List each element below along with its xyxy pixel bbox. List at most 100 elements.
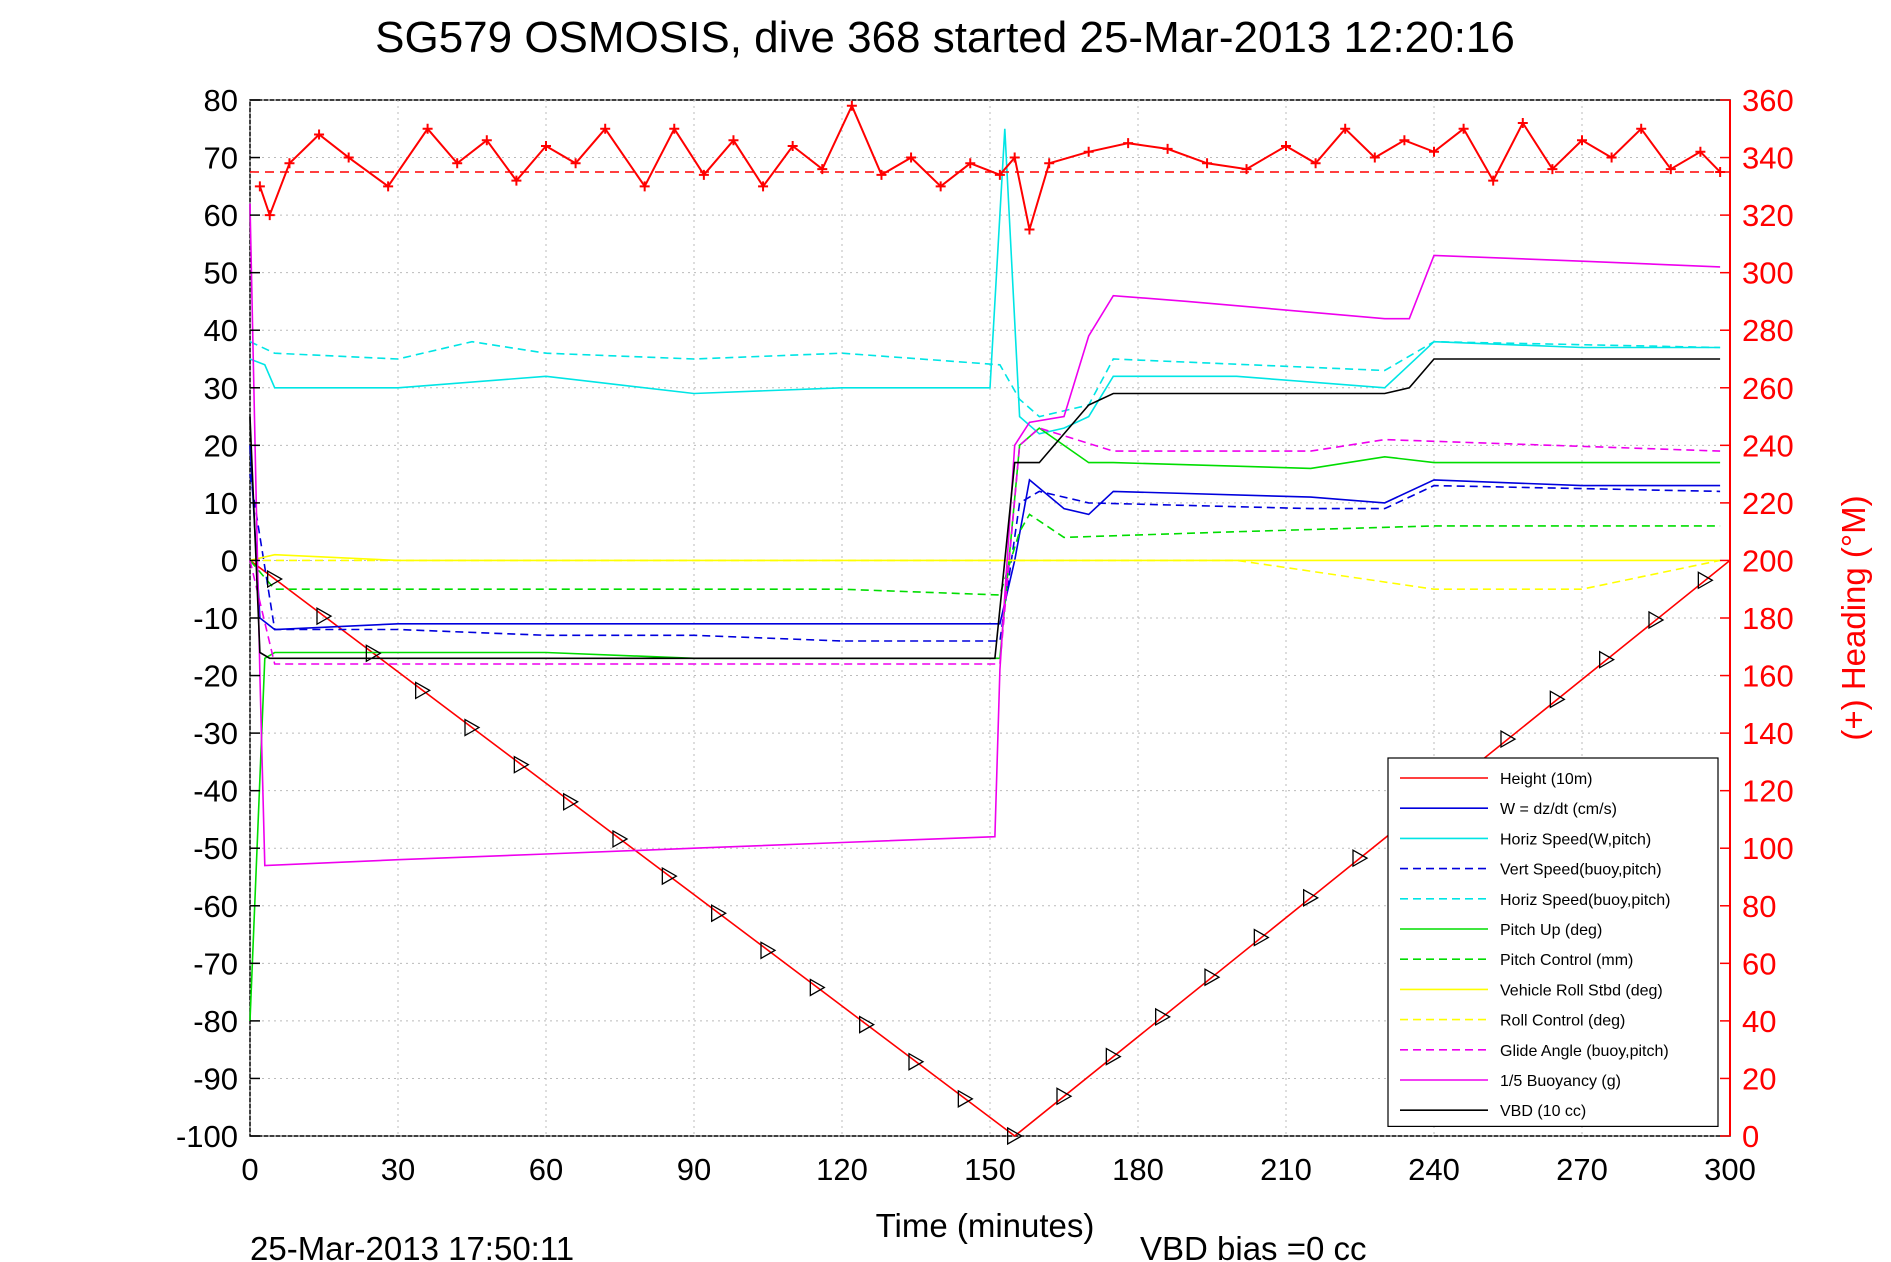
legend-label: Pitch Up (deg) bbox=[1500, 922, 1602, 939]
heading-marker bbox=[669, 123, 680, 134]
height-marker bbox=[859, 1015, 875, 1034]
y-right-tick-label: 280 bbox=[1742, 313, 1794, 348]
heading-marker bbox=[1024, 224, 1035, 235]
heading-marker bbox=[383, 181, 394, 192]
x-axis-label: Time (minutes) bbox=[876, 1207, 1095, 1244]
height-marker bbox=[1303, 888, 1319, 907]
y-axis-right: 3603403203002802602402202001801601401201… bbox=[1720, 83, 1794, 1154]
y-right-tick-label: 60 bbox=[1742, 946, 1776, 981]
heading-marker bbox=[1399, 135, 1410, 146]
legend-label: Pitch Control (mm) bbox=[1500, 952, 1633, 969]
x-tick-label: 120 bbox=[816, 1152, 868, 1187]
legend-label: W = dz/dt (cm/s) bbox=[1500, 801, 1617, 818]
y-tick-label: -20 bbox=[193, 659, 238, 694]
heading-marker bbox=[787, 141, 798, 152]
series-line-9 bbox=[249, 427, 1721, 665]
series-line-10 bbox=[249, 203, 1721, 867]
legend-label: Horiz Speed(buoy,pitch) bbox=[1500, 892, 1670, 909]
y-tick-label: -100 bbox=[176, 1119, 238, 1154]
heading-marker bbox=[1636, 123, 1647, 134]
x-tick-label: 30 bbox=[381, 1152, 415, 1187]
x-tick-label: 90 bbox=[677, 1152, 711, 1187]
y-tick-label: 50 bbox=[204, 256, 238, 291]
legend-label: Vert Speed(buoy,pitch) bbox=[1500, 862, 1662, 879]
y-right-tick-label: 240 bbox=[1742, 428, 1794, 463]
y-tick-label: -90 bbox=[193, 1061, 238, 1096]
heading-marker bbox=[846, 100, 857, 111]
chart-title: SG579 OSMOSIS, dive 368 started 25-Mar-2… bbox=[375, 13, 1515, 62]
height-marker bbox=[316, 607, 333, 626]
heading-marker bbox=[1241, 164, 1252, 175]
legend-label: Vehicle Roll Stbd (deg) bbox=[1500, 982, 1663, 999]
heading-marker bbox=[1665, 164, 1676, 175]
x-tick-label: 210 bbox=[1260, 1152, 1312, 1187]
y-tick-label: 30 bbox=[204, 371, 238, 406]
y-axis-left: 80 70 60 50 40 30 20 10 0 -10 -20 -30 -40 -50 -60 -70 -8… bbox=[176, 83, 260, 1154]
y-tick-label: -40 bbox=[193, 774, 238, 809]
footer-vbd-bias: VBD bias =0 cc bbox=[1140, 1230, 1367, 1262]
heading-marker bbox=[1281, 141, 1291, 152]
height-marker bbox=[1056, 1087, 1073, 1106]
heading-marker bbox=[965, 158, 976, 169]
plot-lines bbox=[249, 128, 1731, 1146]
heading-marker bbox=[314, 129, 325, 140]
y-tick-label: 70 bbox=[204, 141, 238, 176]
legend-label: Roll Control (deg) bbox=[1500, 1013, 1625, 1030]
y-right-tick-label: 20 bbox=[1742, 1061, 1776, 1096]
height-marker bbox=[661, 866, 678, 886]
heading-marker bbox=[254, 181, 265, 192]
heading-marker bbox=[1310, 158, 1321, 169]
heading-marker bbox=[541, 141, 551, 152]
heading-marker bbox=[1202, 158, 1213, 169]
y-right-tick-label: 80 bbox=[1742, 889, 1776, 924]
heading-marker bbox=[1009, 152, 1020, 163]
series-line-8 bbox=[250, 559, 1721, 591]
x-tick-label: 0 bbox=[241, 1152, 258, 1187]
heading-marker bbox=[1083, 146, 1094, 157]
y-tick-label: 0 bbox=[221, 543, 238, 578]
heading-marker bbox=[1715, 166, 1726, 177]
heading-marker bbox=[876, 169, 887, 180]
height-marker bbox=[957, 1089, 974, 1108]
heading-marker bbox=[264, 210, 275, 221]
heading-marker bbox=[1369, 152, 1380, 163]
height-marker bbox=[1007, 1126, 1023, 1146]
x-tick-label: 150 bbox=[964, 1152, 1016, 1187]
height-marker bbox=[415, 681, 431, 700]
heading-marker bbox=[1488, 175, 1499, 186]
y-right-tick-label: 100 bbox=[1742, 831, 1794, 866]
series-line-5 bbox=[249, 427, 1721, 1021]
heading-marker bbox=[600, 123, 611, 134]
y-axis-right-label: (+) Heading (°M) bbox=[1835, 495, 1872, 740]
y-right-tick-label: 40 bbox=[1742, 1004, 1776, 1039]
height-marker bbox=[513, 755, 530, 774]
heading-marker bbox=[935, 181, 946, 192]
heading-marker bbox=[639, 181, 650, 192]
y-tick-label: 20 bbox=[204, 428, 238, 463]
y-right-tick-label: 200 bbox=[1742, 543, 1794, 578]
height-marker bbox=[1648, 610, 1665, 630]
heading-marker bbox=[906, 152, 917, 163]
y-tick-label: 80 bbox=[204, 83, 238, 118]
x-tick-label: 240 bbox=[1408, 1152, 1460, 1187]
heading-marker bbox=[1429, 146, 1439, 157]
heading-marker bbox=[481, 135, 492, 146]
height-marker bbox=[1549, 690, 1566, 709]
height-marker bbox=[760, 941, 777, 960]
heading-marker bbox=[1547, 164, 1558, 175]
y-right-tick-label: 260 bbox=[1742, 371, 1794, 406]
heading-marker bbox=[758, 181, 769, 192]
heading-marker bbox=[1162, 143, 1173, 154]
height-marker bbox=[1599, 650, 1615, 669]
height-marker bbox=[1253, 928, 1270, 947]
legend-label: VBD (10 cc) bbox=[1500, 1103, 1586, 1120]
heading-marker bbox=[1606, 152, 1617, 163]
heading-marker bbox=[1517, 118, 1528, 129]
legend: Height (10m) W = dz/dt (cm/s) Horiz Speed(… bbox=[1387, 757, 1719, 1127]
y-tick-label: -10 bbox=[193, 601, 238, 636]
heading-marker bbox=[343, 152, 354, 163]
heading-marker bbox=[511, 175, 522, 186]
heading-marker bbox=[422, 123, 433, 134]
series-line-4 bbox=[249, 340, 1721, 418]
height-marker bbox=[612, 829, 629, 849]
